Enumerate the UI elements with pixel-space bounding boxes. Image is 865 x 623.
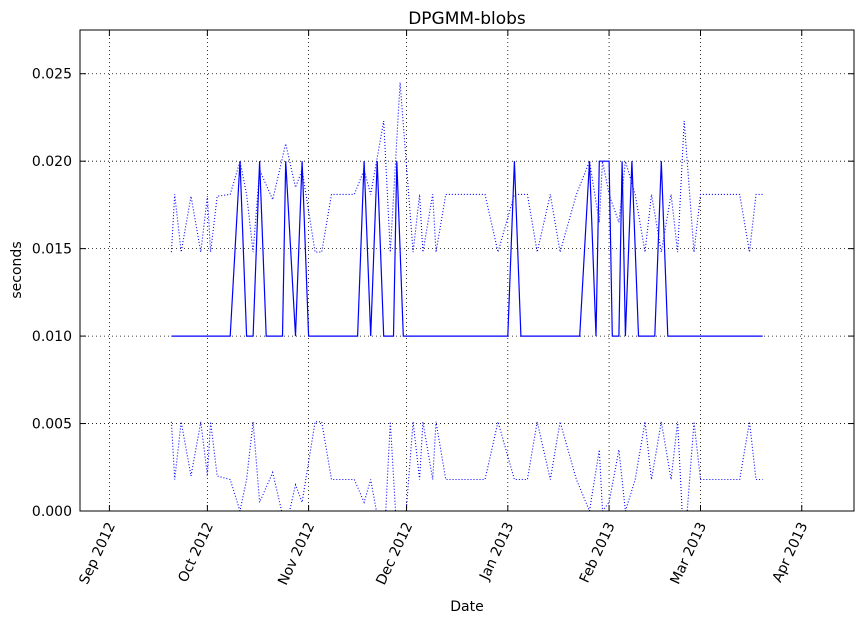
series-line-dotted-1	[170, 82, 763, 253]
plot-frame	[79, 29, 855, 512]
y-tick-label: 0.015	[32, 242, 72, 258]
x-axis-label: Date	[450, 599, 483, 615]
y-tick-label: 0.025	[32, 67, 72, 83]
y-tick-label: 0.020	[32, 154, 72, 170]
y-tick-label: 0.010	[32, 329, 72, 345]
series-layer	[170, 82, 763, 511]
chart-title: DPGMM-blobs	[408, 9, 526, 29]
y-tick-label: 0.000	[32, 504, 72, 520]
y-tick-label: 0.005	[32, 417, 72, 433]
series-line-solid	[171, 160, 763, 337]
y-axis-label: seconds	[9, 241, 25, 298]
